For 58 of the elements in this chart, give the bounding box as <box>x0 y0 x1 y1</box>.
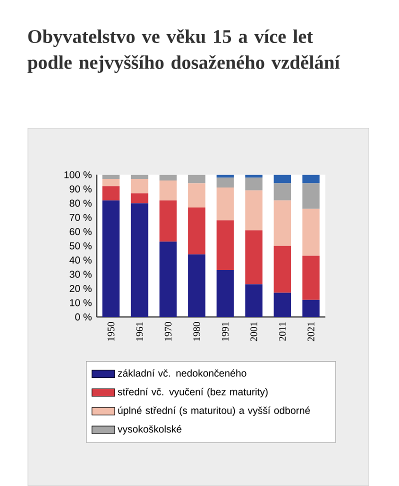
x-tick-label: 2001 <box>250 322 258 342</box>
bar <box>274 246 292 293</box>
bar <box>131 179 148 194</box>
x-tick-label: 1970 <box>164 322 172 341</box>
y-tick-label: 30 % <box>70 270 92 278</box>
chart-title: Obyvatelstvo ve věku 15 a více let podle nejvyššího dosaženého vzdělání <box>28 29 340 73</box>
bar <box>131 174 148 180</box>
bar <box>245 284 263 317</box>
y-tick-label: 90 % <box>70 185 92 193</box>
bar <box>188 183 206 208</box>
y-tick-label: 20 % <box>70 284 92 292</box>
bar <box>131 193 148 204</box>
bar <box>102 186 120 200</box>
x-tick-label: 1961 <box>136 322 144 341</box>
x-tick-label: 1991 <box>222 322 229 341</box>
y-tick-label: 50 % <box>70 242 92 250</box>
bar <box>302 183 320 209</box>
bar <box>216 178 234 188</box>
bar <box>274 183 292 200</box>
bar <box>302 256 320 300</box>
y-tick-label: 70 % <box>70 214 92 221</box>
bar <box>216 220 234 270</box>
bar <box>102 174 120 180</box>
legend-label: úplné střední (s maturitou) a vyšší odborné <box>118 406 310 416</box>
bar <box>302 208 320 256</box>
bar <box>274 200 292 246</box>
x-tick-label: 1980 <box>193 322 200 341</box>
bar <box>188 207 206 254</box>
x-tick-label: 2021 <box>308 322 314 342</box>
bar <box>131 203 148 317</box>
y-tick-label: 100 % <box>64 171 92 178</box>
bar <box>188 174 206 184</box>
bar <box>245 190 263 230</box>
bar <box>274 174 292 184</box>
x-tick-label: 2011 <box>279 322 286 341</box>
bar <box>216 188 234 220</box>
bar <box>302 174 320 184</box>
bar <box>102 200 120 317</box>
y-tick-label: 40 % <box>70 256 92 264</box>
bar <box>160 174 177 180</box>
bar <box>160 200 177 242</box>
bar <box>216 270 234 317</box>
y-tick-label: 10 % <box>70 299 92 306</box>
bar <box>302 300 320 317</box>
bar <box>188 254 206 317</box>
legend-label: základní vč. nedokončeného <box>118 369 246 377</box>
y-tick-label: 0 % <box>75 313 92 320</box>
bar <box>160 180 177 200</box>
legend-label: vysokoškolské <box>118 425 182 435</box>
bar <box>245 230 263 284</box>
y-tick-label: 80 % <box>70 200 92 207</box>
x-tick-label: 1950 <box>108 322 114 341</box>
bar <box>102 179 120 186</box>
bar <box>160 242 177 317</box>
y-tick-label: 60 % <box>70 228 92 236</box>
legend-label: střední vč. vyučení (bez maturity) <box>118 388 268 398</box>
bar <box>245 178 263 190</box>
bar <box>274 292 292 317</box>
